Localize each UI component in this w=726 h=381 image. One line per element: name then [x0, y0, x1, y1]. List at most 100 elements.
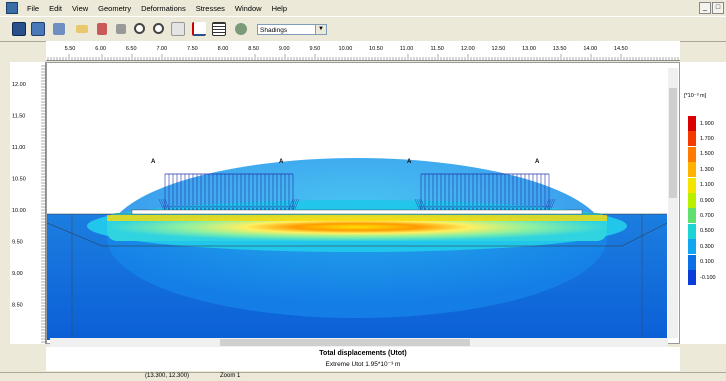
vertical-scroll-thumb[interactable] — [669, 88, 677, 198]
load-arrow-head — [219, 205, 223, 211]
load-arrow-head — [475, 205, 479, 211]
plot-subtitle: Extreme Utot 1.95*10⁻³ m — [325, 361, 401, 368]
ruler-top-svg: 5.50 6.00 6.50 7.00 7.50 8.00 8.50 9.00 9.50 10.0… — [46, 46, 680, 61]
load-arrow-head — [235, 205, 239, 211]
ruler-top: 5.50 6.00 6.50 7.00 7.50 8.00 8.50 9.00 9.50 10.0… — [46, 41, 680, 61]
load-arrow-head — [199, 205, 203, 211]
load-edge — [162, 198, 168, 210]
ruler-top-label: 6.50 — [126, 46, 137, 52]
calculate-icon[interactable] — [10, 20, 27, 37]
color-legend: [*10⁻³ m] 1.900 1.700 1.500 1.300 1.100 0.900… — [680, 62, 726, 344]
open-icon[interactable] — [73, 20, 90, 37]
copy-icon[interactable] — [112, 20, 129, 37]
legend-swatch — [688, 254, 696, 270]
menu-view[interactable]: View — [72, 3, 89, 13]
legend-unit: [*10⁻³ m] — [684, 93, 707, 99]
ruler-left-label: 11.00 — [12, 145, 25, 151]
menu-geometry[interactable]: Geometry — [98, 3, 132, 13]
excavation-boundary — [46, 222, 668, 247]
menu-deformations[interactable]: Deformations — [141, 3, 186, 13]
menu-window[interactable]: Window — [234, 3, 262, 13]
vertical-scrollbar[interactable] — [668, 68, 678, 338]
print-icon[interactable] — [93, 20, 110, 37]
load-arrow-head — [483, 205, 487, 211]
ruler-left-label: 12.00 — [12, 82, 26, 88]
save-icon[interactable] — [50, 20, 67, 37]
horizontal-scroll-thumb[interactable] — [220, 339, 470, 346]
menu-stresses[interactable]: Stresses — [195, 3, 225, 13]
load-arrow-head — [291, 205, 295, 211]
load-arrow-head — [247, 205, 251, 211]
displacement-plot: A A A A — [46, 158, 668, 341]
legend-swatch — [688, 116, 696, 131]
zoom-in-icon[interactable] — [131, 20, 148, 37]
legend-swatch — [688, 223, 696, 239]
legend-swatch — [688, 162, 696, 178]
load-arrow-head — [171, 205, 175, 211]
zoom-out-icon[interactable] — [150, 20, 167, 37]
load-arrow-head — [195, 205, 199, 211]
chevron-down-icon[interactable]: ▼ — [315, 25, 326, 34]
load-arrow-head — [495, 205, 499, 211]
ruler-top-label: 14.00 — [583, 46, 597, 52]
load-arrow-head — [183, 205, 187, 211]
view-type-select[interactable]: Shadings ▼ — [257, 24, 327, 35]
load-edge — [418, 198, 424, 210]
load-arrow-head — [267, 205, 271, 211]
ruler-top-label: 9.50 — [309, 46, 320, 52]
load-arrow-head — [191, 205, 195, 211]
ruler-left-ticks — [41, 62, 46, 344]
minimize-button[interactable]: _ — [699, 2, 711, 14]
ruler-top-labels: 5.50 6.00 6.50 7.00 7.50 8.00 8.50 9.00 9.50 10.0… — [65, 46, 628, 52]
table-icon[interactable] — [210, 20, 227, 37]
load-arrow-head — [287, 205, 291, 211]
curves-icon[interactable] — [232, 20, 249, 37]
legend-row: 0.500 — [688, 223, 714, 239]
load-edge — [160, 198, 166, 210]
cross-section-icon[interactable] — [190, 20, 207, 37]
toolbar: Shadings ▼ — [0, 16, 726, 42]
load-edge — [546, 198, 552, 210]
load-arrow-head — [231, 205, 235, 211]
load-arrow-head — [275, 205, 279, 211]
ruler-top-ticks — [46, 54, 680, 61]
load-arrow-head — [539, 205, 543, 211]
plot-canvas[interactable]: A A A A — [46, 62, 680, 344]
status-zoom: Zoom 1 — [220, 373, 241, 379]
load-arrow-head — [435, 205, 439, 211]
load-arrow-head — [443, 205, 447, 211]
distributed-load-right — [414, 173, 556, 211]
load-arrow-head — [491, 205, 495, 211]
legend-row: -0.100 — [688, 270, 716, 285]
ruler-top-label: 8.00 — [218, 46, 229, 52]
legend-row: 0.900 — [688, 193, 714, 208]
ruler-top-label: 11.00 — [400, 46, 413, 52]
app-icon[interactable] — [6, 2, 18, 14]
legend-value: -0.100 — [700, 274, 716, 281]
horizontal-scrollbar[interactable] — [50, 338, 668, 347]
load-arrow-head — [531, 205, 535, 211]
legend-row: 1.700 — [688, 131, 714, 147]
load-arrow-head — [507, 205, 511, 211]
ruler-top-label: 8.50 — [248, 46, 259, 52]
load-arrow-head — [207, 205, 211, 211]
legend-value: 1.900 — [700, 120, 714, 127]
load-arrow-head — [515, 205, 519, 211]
ruler-top-label: 10.50 — [369, 46, 383, 52]
load-arrow-head — [255, 205, 259, 211]
menu-help[interactable]: Help — [271, 3, 288, 13]
legend-value: 1.500 — [700, 151, 714, 158]
load-edge — [158, 198, 164, 210]
load-arrow-head — [423, 205, 427, 211]
output-icon[interactable] — [29, 20, 46, 37]
restore-button[interactable]: □ — [712, 2, 724, 14]
legend-swatch — [688, 270, 696, 285]
load-arrow-head — [283, 205, 287, 211]
status-bar: (13.300, 12.300) Zoom 1 — [0, 372, 726, 381]
menu-file[interactable]: File — [27, 3, 40, 13]
menu-edit[interactable]: Edit — [49, 3, 63, 13]
select-icon[interactable] — [169, 20, 186, 37]
status-coordinates: (13.300, 12.300) — [145, 373, 190, 379]
load-arrow-head — [203, 205, 207, 211]
load-edge — [164, 198, 170, 210]
